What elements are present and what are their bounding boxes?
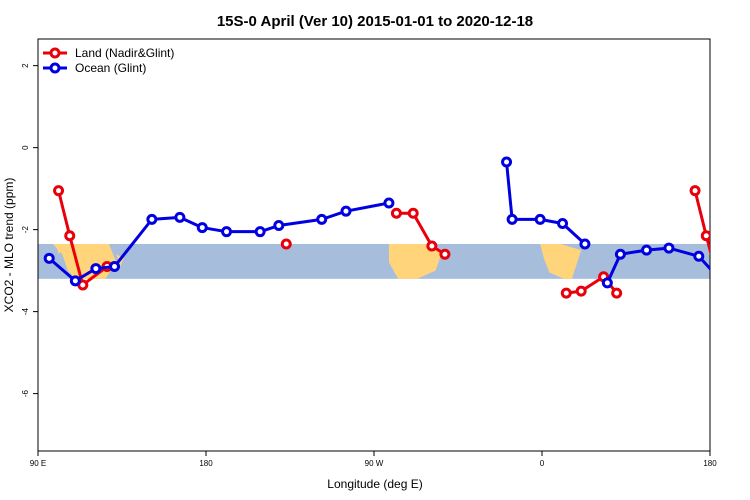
data-point (439, 248, 451, 260)
series-line (396, 211, 446, 256)
data-point (383, 197, 395, 209)
data-point (340, 205, 352, 217)
data-point (534, 213, 546, 225)
data-point (69, 275, 81, 287)
data-point (273, 220, 285, 232)
y-tick-label: -4 (21, 308, 30, 316)
data-point (407, 207, 419, 219)
data-point (109, 261, 121, 273)
chart-title: 15S-0 April (Ver 10) 2015-01-01 to 2020-… (217, 13, 533, 30)
data-point (280, 238, 292, 250)
data-point (745, 260, 750, 268)
x-tick-label: 0 (540, 459, 545, 468)
series-line (57, 190, 108, 287)
data-point (575, 285, 587, 297)
data-point (426, 240, 438, 252)
data-point (693, 250, 705, 262)
data-point (601, 277, 613, 289)
y-tick-label: 0 (21, 145, 30, 150)
legend-marker (49, 47, 61, 59)
data-point (579, 238, 591, 250)
x-tick-label: 180 (703, 459, 717, 468)
legend: Land (Nadir&Glint)Ocean (Glint) (43, 46, 174, 75)
data-point (501, 156, 513, 168)
x-tick-label: 180 (199, 459, 213, 468)
x-axis: 90 E 180 90 W 0 180 (30, 451, 717, 468)
data-point (221, 226, 233, 238)
legend-marker (49, 62, 61, 74)
y-tick-label: -2 (21, 226, 30, 234)
data-point (254, 226, 266, 238)
legend-label: Ocean (Glint) (75, 61, 146, 75)
series (53, 185, 744, 299)
data-point (557, 217, 569, 229)
data-point (90, 263, 102, 275)
y-tick-label: -6 (21, 390, 30, 398)
data-point (64, 230, 76, 242)
legend-label: Land (Nadir&Glint) (75, 46, 174, 60)
data-point (715, 275, 723, 283)
data-point (506, 213, 518, 225)
data-point (715, 281, 723, 289)
data-point (174, 211, 186, 223)
y-axis: 2 0 -2 -4 -6 (21, 63, 38, 397)
land-region (388, 243, 442, 279)
series-line (693, 190, 710, 256)
data-point (611, 287, 623, 299)
data-point (390, 207, 402, 219)
x-tick-label: 90 E (30, 459, 46, 468)
y-tick-label: 2 (21, 63, 30, 68)
x-tick-label: 90 W (365, 459, 384, 468)
data-point (663, 242, 675, 254)
ocean-band (38, 243, 710, 279)
latitude-band (38, 243, 750, 279)
data-point (736, 263, 744, 271)
data-point (53, 185, 65, 197)
land-region (56, 243, 65, 255)
y-axis-label: XCO2 - MLO trend (ppm) (2, 178, 16, 313)
land-region (744, 244, 750, 279)
data-point (43, 252, 55, 264)
data-point (723, 263, 731, 271)
series (43, 156, 750, 289)
data-point (689, 185, 701, 197)
data-point (700, 230, 710, 242)
data-point (316, 213, 328, 225)
data-point (614, 248, 626, 260)
series-layer (43, 156, 750, 299)
data-point (560, 287, 572, 299)
series-line (605, 246, 710, 284)
data-point (146, 213, 158, 225)
data-point (196, 222, 208, 234)
land-region (540, 243, 582, 279)
x-axis-label: Longitude (deg E) (327, 477, 422, 491)
series-line (505, 161, 586, 246)
data-point (641, 244, 653, 256)
